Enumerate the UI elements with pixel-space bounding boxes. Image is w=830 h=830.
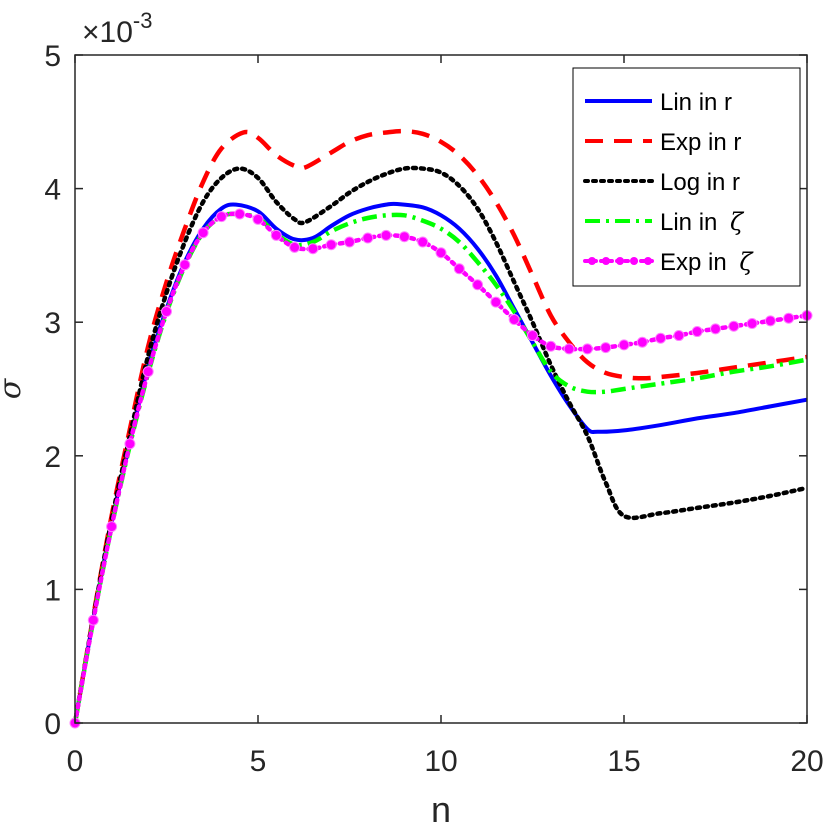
series-marker <box>252 213 264 225</box>
legend-marker <box>644 257 652 265</box>
legend-label-2: Log in r <box>660 169 740 196</box>
legend-label-4: Exp in ζ <box>660 248 754 276</box>
y-tick-label: 4 <box>44 174 61 207</box>
series-marker <box>362 232 374 244</box>
series-marker <box>142 366 154 378</box>
legend-marker <box>616 257 624 265</box>
series-marker <box>106 521 118 533</box>
axis-ticks: 0 5 10 15 20 0 1 2 3 4 5 <box>44 40 823 778</box>
y-tick-label: 1 <box>44 574 61 607</box>
series-marker <box>197 227 209 239</box>
y-axis-label: σ <box>0 377 28 399</box>
series-line-3 <box>72 211 808 724</box>
legend-marker <box>602 257 610 265</box>
series-marker <box>545 340 557 352</box>
series-marker <box>490 296 502 308</box>
x-tick-label: 10 <box>424 745 457 778</box>
series-marker <box>161 306 172 318</box>
series-marker <box>234 208 246 220</box>
series-marker <box>581 343 593 355</box>
legend-label-symbol: ζ <box>730 208 745 236</box>
x-axis-label: n <box>431 789 451 830</box>
series-marker <box>600 342 612 354</box>
series-marker <box>417 236 429 248</box>
series-marker <box>380 229 392 241</box>
series-marker <box>508 314 520 326</box>
series-marker <box>344 236 355 248</box>
series-marker <box>179 259 191 271</box>
series-marker <box>124 438 136 450</box>
series-marker <box>655 332 667 344</box>
legend-label-text: Lin in <box>660 209 724 236</box>
series-marker <box>215 211 227 223</box>
series-marker <box>691 326 703 338</box>
series-marker <box>527 330 538 342</box>
series-marker <box>307 243 319 255</box>
legend-label-text: Lin in r <box>660 89 732 116</box>
y-tick-label: 3 <box>44 307 61 340</box>
legend-label-text: Exp in r <box>660 129 741 156</box>
series-marker <box>563 343 575 355</box>
series-marker <box>728 320 740 332</box>
x-tick-label: 5 <box>250 745 267 778</box>
y-tick-label: 5 <box>44 40 61 73</box>
series-marker <box>435 247 447 259</box>
series-marker <box>764 315 776 327</box>
legend-label-3: Lin in ζ <box>660 208 745 236</box>
series-marker <box>472 279 484 291</box>
series-line-2 <box>72 165 810 726</box>
legend-box <box>572 67 801 287</box>
series-marker <box>289 241 301 253</box>
series-marker <box>398 231 410 243</box>
y-exponent-label: ×10-3 <box>82 8 152 49</box>
legend-label-symbol: ζ <box>739 248 754 276</box>
series-marker <box>325 239 337 251</box>
series-marker <box>783 312 795 324</box>
series-marker <box>710 323 721 335</box>
legend-label-1: Exp in r <box>660 129 741 156</box>
series-line-1 <box>72 128 808 724</box>
x-tick-label: 15 <box>607 745 640 778</box>
legend-label-text: Exp in <box>660 249 733 276</box>
series-marker <box>87 614 99 626</box>
x-tick-label: 20 <box>790 745 823 778</box>
series-marker <box>270 229 282 241</box>
series-marker <box>746 318 758 330</box>
legend-marker <box>630 257 638 265</box>
series-marker <box>453 263 465 275</box>
legend-label-text: Log in r <box>660 169 740 196</box>
series-line-4 <box>72 211 810 726</box>
series-layer <box>69 128 813 729</box>
y-tick-label: 0 <box>44 708 61 741</box>
y-tick-label: 2 <box>44 441 61 474</box>
series-marker <box>618 339 630 351</box>
legend-marker <box>588 257 596 265</box>
series-marker <box>673 330 685 342</box>
legend-label-0: Lin in r <box>660 89 732 116</box>
series-marker <box>636 336 648 348</box>
x-tick-label: 0 <box>67 745 84 778</box>
